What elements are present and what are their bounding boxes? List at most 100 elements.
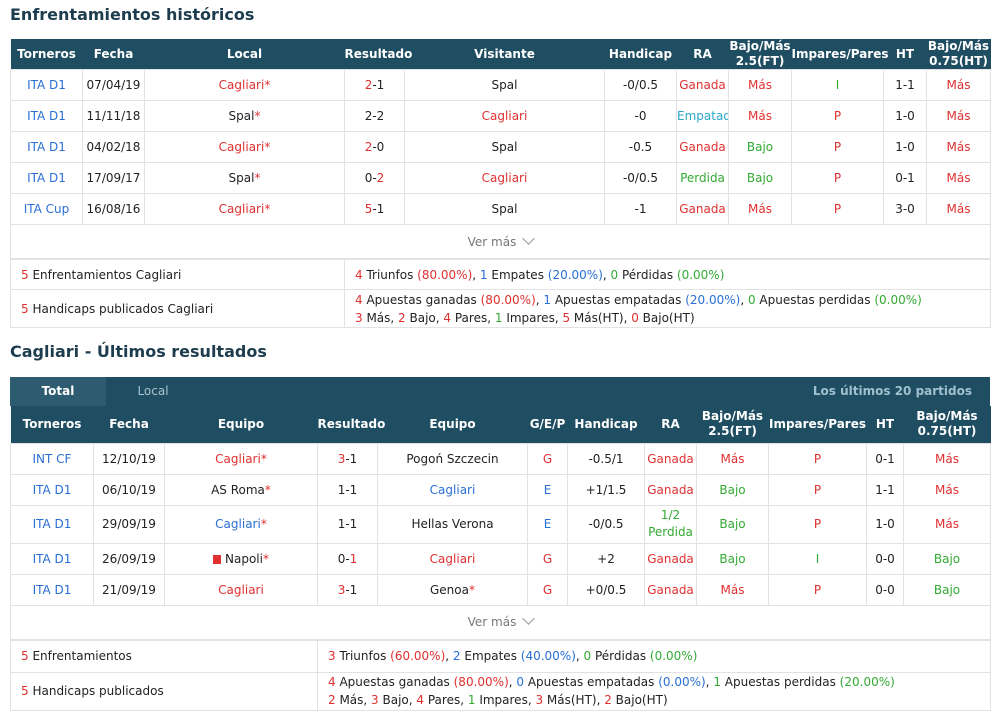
team-name[interactable]: Cagliari — [481, 171, 528, 185]
away-team-cell[interactable]: Pogoń Szczecin — [377, 442, 528, 475]
summary-count: 5 — [21, 267, 29, 282]
bajo-count: 2 — [398, 310, 406, 325]
home-team-cell[interactable]: Spal* — [144, 162, 345, 194]
league-link[interactable]: ITA D1 — [10, 573, 94, 606]
league-link[interactable]: ITA D1 — [10, 100, 83, 132]
result-separator: - — [372, 202, 377, 216]
result-away-score: 1 — [376, 202, 385, 216]
result-cell[interactable]: 0-2 — [344, 162, 405, 194]
handicap-cell: -0/0.5 — [567, 504, 645, 544]
team-name[interactable]: Cagliari — [429, 551, 476, 566]
ou-ht-cell: Más — [903, 504, 991, 544]
team-name[interactable]: Cagliari — [218, 582, 264, 597]
result-cell[interactable]: 1-1 — [317, 504, 378, 544]
away-team-cell[interactable]: Genoa* — [377, 573, 528, 606]
result-cell[interactable]: 2-2 — [344, 100, 405, 132]
result-cell[interactable]: 2-0 — [344, 131, 405, 163]
league-link[interactable]: ITA D1 — [10, 69, 83, 101]
date-cell: 11/11/18 — [82, 100, 145, 132]
sep: , — [508, 675, 517, 689]
away-team-cell[interactable]: Cagliari — [404, 162, 605, 194]
mas-label: Más, — [335, 693, 372, 707]
team-name[interactable]: Cagliari — [218, 140, 265, 154]
team-name[interactable]: Napoli — [225, 551, 263, 566]
team-name[interactable]: Spal — [228, 171, 255, 185]
league-link[interactable]: ITA D1 — [10, 504, 94, 544]
home-team-cell[interactable]: Cagliari — [164, 573, 318, 606]
odd-even-cell: P — [768, 504, 867, 544]
team-name[interactable]: Cagliari — [215, 451, 261, 466]
tab-total[interactable]: Total — [10, 377, 106, 406]
league-link[interactable]: ITA Cup — [10, 193, 83, 225]
league-link[interactable]: ITA D1 — [10, 131, 83, 163]
home-team-cell[interactable]: Cagliari* — [164, 504, 318, 544]
ver-mas-label: Ver más — [467, 615, 517, 629]
ht-cell: 1-1 — [866, 473, 904, 506]
recent-tabs: Total Local Los últimos 20 partidos — [10, 377, 990, 406]
league-link[interactable]: INT CF — [10, 442, 94, 475]
away-team-cell[interactable]: Spal — [404, 131, 605, 163]
team-name[interactable]: Spal — [491, 202, 518, 216]
sep: , — [602, 267, 611, 282]
away-team-cell[interactable]: Cagliari — [404, 100, 605, 132]
date-cell: 21/09/19 — [93, 573, 165, 606]
draws-pct: (20.00%) — [547, 267, 603, 282]
ht-cell: 0-1 — [883, 162, 927, 194]
result-cell[interactable]: 5-1 — [344, 193, 405, 225]
handicap-cell: -0.5/1 — [567, 442, 645, 475]
home-team-cell[interactable]: Cagliari* — [144, 69, 345, 101]
away-team-cell[interactable]: Spal — [404, 69, 605, 101]
result-cell[interactable]: 1-1 — [317, 473, 378, 506]
league-link[interactable]: ITA D1 — [10, 473, 94, 506]
team-name[interactable]: Spal — [491, 78, 518, 92]
last-matches-label[interactable]: Los últimos 20 partidos — [812, 384, 972, 398]
result-away-score: 0 — [376, 140, 385, 154]
mas-ht-count: 5 — [562, 310, 571, 325]
result-cell[interactable]: 3-1 — [317, 573, 378, 606]
handicap-line: 4 Apuestas ganadas (80.00%), 1 Apuestas … — [355, 291, 990, 309]
losses-label: Pérdidas — [591, 649, 650, 663]
ver-mas-button[interactable]: Ver más — [10, 224, 991, 259]
home-team-cell[interactable]: Napoli* — [164, 542, 318, 575]
won-label: Apuestas ganadas — [335, 675, 454, 689]
star-marker: * — [262, 551, 269, 566]
lost-pct: (20.00%) — [839, 675, 895, 689]
result-separator: - — [345, 482, 350, 497]
away-team-cell[interactable]: Spal — [404, 193, 605, 225]
team-name[interactable]: Cagliari — [481, 109, 528, 123]
league-link[interactable]: ITA D1 — [10, 542, 94, 575]
away-team-cell[interactable]: Cagliari — [377, 473, 528, 506]
team-name[interactable]: Cagliari — [215, 517, 261, 531]
away-team-cell[interactable]: Hellas Verona — [377, 504, 528, 544]
result-cell[interactable]: 0-1 — [317, 542, 378, 575]
home-team-cell[interactable]: Spal* — [144, 100, 345, 132]
team-name[interactable]: Genoa — [430, 582, 469, 597]
team-name[interactable]: Spal — [228, 109, 255, 123]
ht-cell: 1-1 — [883, 69, 927, 101]
col-header-9: HT — [883, 39, 927, 70]
result-cell[interactable]: 3-1 — [317, 442, 378, 475]
home-team-cell[interactable]: Cagliari* — [144, 131, 345, 163]
team-name[interactable]: AS Roma — [211, 482, 265, 497]
team-name[interactable]: Hellas Verona — [411, 517, 494, 531]
tab-local[interactable]: Local — [137, 384, 169, 398]
team-name[interactable]: Cagliari — [429, 482, 476, 497]
home-team-cell[interactable]: Cagliari* — [144, 193, 345, 225]
result-cell[interactable]: 2-1 — [344, 69, 405, 101]
ver-mas-button[interactable]: Ver más — [10, 604, 991, 640]
home-team-cell[interactable]: Cagliari* — [164, 442, 318, 475]
home-team-cell[interactable]: AS Roma* — [164, 473, 318, 506]
ou-ht-cell: Más — [926, 69, 991, 101]
summary-values: 4 Apuestas ganadas (80.00%), 0 Apuestas … — [317, 671, 991, 711]
team-name[interactable]: Pogoń Szczecin — [406, 451, 499, 466]
team-name[interactable]: Spal — [491, 140, 518, 154]
date-cell: 07/04/19 — [82, 69, 145, 101]
push-label: Apuestas empatadas — [551, 292, 686, 307]
away-team-cell[interactable]: Cagliari — [377, 542, 528, 575]
sep: , — [445, 649, 453, 663]
ver-mas-row: Ver más — [10, 224, 991, 259]
star-marker: * — [264, 78, 271, 92]
league-link[interactable]: ITA D1 — [10, 162, 83, 194]
team-name[interactable]: Cagliari — [218, 202, 265, 216]
team-name[interactable]: Cagliari — [218, 78, 265, 92]
